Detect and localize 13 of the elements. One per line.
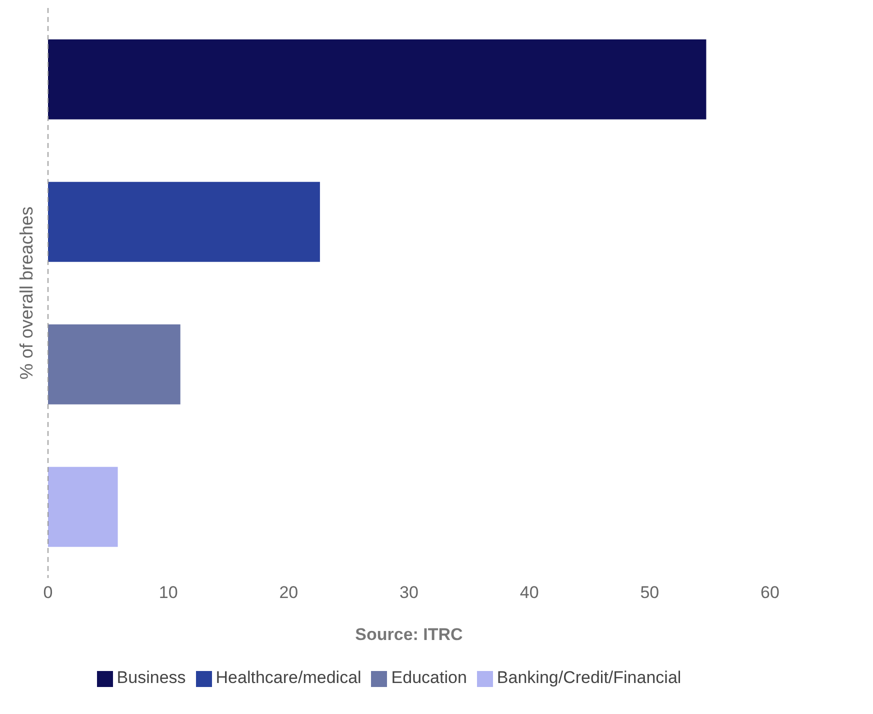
x-tick-label: 60 xyxy=(760,583,780,602)
x-tick-label: 20 xyxy=(279,583,298,602)
x-tick-label: 30 xyxy=(400,583,418,602)
x-tick-label: 0 xyxy=(43,583,53,602)
x-tick-label: 40 xyxy=(520,583,539,602)
x-axis-title: Source: ITRC xyxy=(355,625,463,644)
legend-label: Healthcare/medical xyxy=(216,668,362,687)
legend-label: Banking/Credit/Financial xyxy=(496,668,682,687)
legend-label: Business xyxy=(116,668,186,687)
x-tick-label: 50 xyxy=(640,583,660,602)
legend-label: Education xyxy=(391,668,467,687)
x-tick-label: 10 xyxy=(158,583,178,602)
y-axis-title: % of overall breaches xyxy=(16,206,36,380)
